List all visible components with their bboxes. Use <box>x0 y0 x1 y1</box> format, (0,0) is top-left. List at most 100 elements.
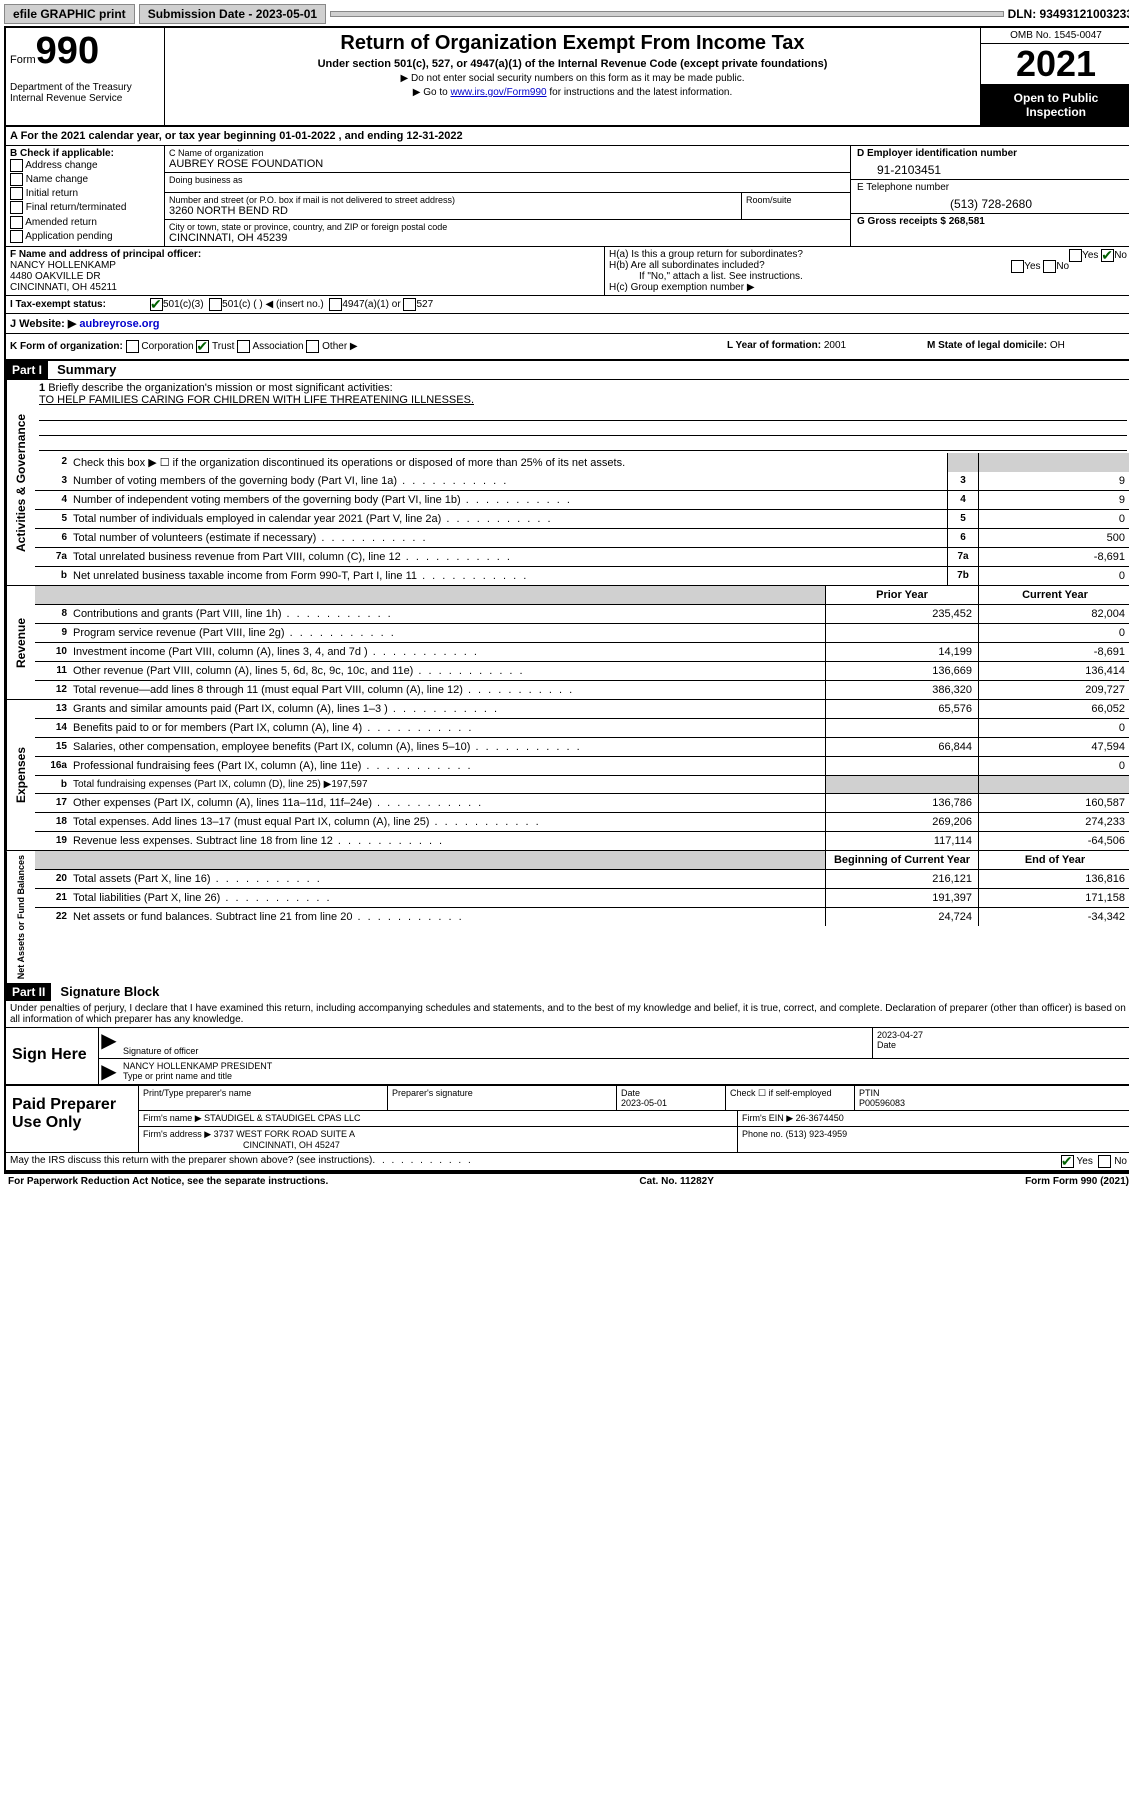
signer-name: NANCY HOLLENKAMP PRESIDENT <box>123 1061 1127 1071</box>
mission-block: 1 Briefly describe the organization's mi… <box>35 380 1129 453</box>
hc-label: H(c) Group exemption number ▶ <box>609 282 1127 293</box>
part1-header-row: Part I Summary <box>6 361 1129 380</box>
officer-city: CINCINNATI, OH 45211 <box>10 282 600 293</box>
section-f: F Name and address of principal officer:… <box>6 247 605 295</box>
gov-line-4: 4Number of independent voting members of… <box>35 491 1129 510</box>
b-opt-2[interactable]: Initial return <box>10 187 160 201</box>
signer-name-label: Type or print name and title <box>123 1071 1127 1081</box>
website-link[interactable]: aubreyrose.org <box>79 318 159 330</box>
gov-line-6: 6Total number of volunteers (estimate if… <box>35 529 1129 548</box>
irs-link[interactable]: www.irs.gov/Form990 <box>450 87 546 98</box>
arrow-icon-2: ▶ <box>99 1059 119 1084</box>
k-other[interactable] <box>306 340 319 353</box>
open-public: Open to Public Inspection <box>981 85 1129 125</box>
form-title: Return of Organization Exempt From Incom… <box>169 32 976 55</box>
mission-line3 <box>39 436 1127 451</box>
501c-check[interactable] <box>209 298 222 311</box>
k-corp[interactable] <box>126 340 139 353</box>
ein-val: 91-2103451 <box>857 159 1125 177</box>
hb-no[interactable] <box>1043 260 1056 273</box>
l-label: L Year of formation: <box>727 340 821 351</box>
section-b: B Check if applicable: Address change Na… <box>6 146 165 246</box>
section-i: I Tax-exempt status: 501(c)(3) 501(c) ( … <box>6 296 1129 314</box>
gross-label: G Gross receipts $ <box>857 216 946 227</box>
discuss-yes[interactable]: Yes <box>1061 1155 1093 1168</box>
sig-officer-label: Signature of officer <box>123 1046 868 1056</box>
b-opt-1[interactable]: Name change <box>10 173 160 187</box>
arrow-icon: ▶ <box>99 1028 119 1058</box>
501c3-check[interactable] <box>150 298 163 311</box>
exp-line-18: 18Total expenses. Add lines 13–17 (must … <box>35 813 1129 832</box>
opt-501c: 501(c) ( ) ◀ (insert no.) <box>222 299 324 310</box>
mission-line1 <box>39 406 1127 421</box>
section-l: L Year of formation: 2001 <box>727 340 927 353</box>
opt-4947: 4947(a)(1) or <box>342 299 400 310</box>
discuss-text: May the IRS discuss this return with the… <box>10 1155 372 1168</box>
discuss-no[interactable]: No <box>1098 1155 1127 1168</box>
b-title: B Check if applicable: <box>10 148 160 159</box>
gov-line-2: 2Check this box ▶ ☐ if the organization … <box>35 453 1129 472</box>
prep-date: Date 2023-05-01 <box>617 1086 726 1110</box>
net-body: Beginning of Current Year End of Year 20… <box>35 851 1129 983</box>
omb: OMB No. 1545-0047 <box>981 28 1129 44</box>
ha-no[interactable] <box>1101 249 1114 262</box>
gov-body: 1 Briefly describe the organization's mi… <box>35 380 1129 585</box>
prep-name-label: Print/Type preparer's name <box>139 1086 388 1110</box>
b-opt-4[interactable]: Amended return <box>10 216 160 230</box>
rev-line-8: 8Contributions and grants (Part VIII, li… <box>35 605 1129 624</box>
mission-text: TO HELP FAMILIES CARING FOR CHILDREN WIT… <box>39 394 474 406</box>
form-label: Form <box>10 54 36 66</box>
gov-line-7a: 7aTotal unrelated business revenue from … <box>35 548 1129 567</box>
part2-header-row: Part II Signature Block <box>6 983 1129 1001</box>
sign-body: ▶ Signature of officer 2023-04-27 Date ▶… <box>99 1028 1129 1084</box>
b-opt-3[interactable]: Final return/terminated <box>10 201 160 215</box>
net-assets-section: Net Assets or Fund Balances Beginning of… <box>6 851 1129 983</box>
sig-date-val: 2023-04-27 <box>877 1030 1127 1040</box>
j-label: J Website: ▶ <box>10 318 76 330</box>
l-val: 2001 <box>824 340 846 351</box>
i-label: I Tax-exempt status: <box>10 299 150 310</box>
header-right: OMB No. 1545-0047 2021 Open to Public In… <box>980 28 1129 125</box>
section-c: C Name of organization AUBREY ROSE FOUND… <box>165 146 850 246</box>
sig-line-1: ▶ Signature of officer 2023-04-27 Date <box>99 1028 1129 1059</box>
gov-line-3: 3Number of voting members of the governi… <box>35 472 1129 491</box>
rev-header: Prior Year Current Year <box>35 586 1129 605</box>
ha-yes[interactable] <box>1069 249 1082 262</box>
4947-check[interactable] <box>329 298 342 311</box>
mission-line2 <box>39 421 1127 436</box>
k-trust[interactable] <box>196 340 209 353</box>
f-label: F Name and address of principal officer: <box>10 249 600 260</box>
sig-date-label: Date <box>877 1040 1127 1050</box>
firm-ein: Firm's EIN ▶ 26-3674450 <box>738 1111 1129 1126</box>
prep-sig-label: Preparer's signature <box>388 1086 617 1110</box>
527-check[interactable] <box>403 298 416 311</box>
submission-btn[interactable]: Submission Date - 2023-05-01 <box>139 4 326 24</box>
opt-501c3: 501(c)(3) <box>163 299 204 310</box>
discuss-row: May the IRS discuss this return with the… <box>6 1153 1129 1172</box>
begin-year-header: Beginning of Current Year <box>825 851 978 869</box>
mission-num: 1 <box>39 382 45 394</box>
b-opt-5[interactable]: Application pending <box>10 230 160 244</box>
hb-label: H(b) Are all subordinates included? <box>609 260 765 271</box>
hb-yes[interactable] <box>1011 260 1024 273</box>
dln: DLN: 93493121003233 <box>1008 7 1129 21</box>
instr-1: ▶ Do not enter social security numbers o… <box>169 73 976 84</box>
form-number: 990 <box>36 30 99 72</box>
exp-line-14: 14Benefits paid to or for members (Part … <box>35 719 1129 738</box>
k-assoc[interactable] <box>237 340 250 353</box>
b-opt-0[interactable]: Address change <box>10 159 160 173</box>
instr-2: ▶ Go to www.irs.gov/Form990 for instruct… <box>169 87 976 98</box>
tax-year-range: A For the 2021 calendar year, or tax yea… <box>6 127 1129 146</box>
c-name-label: C Name of organization <box>169 148 846 158</box>
efile-btn[interactable]: efile GRAPHIC print <box>4 4 135 24</box>
k-label: K Form of organization: <box>10 341 123 352</box>
part2-title: Signature Block <box>54 984 159 999</box>
rev-body: Prior Year Current Year 8Contributions a… <box>35 586 1129 699</box>
prep-line-1: Print/Type preparer's name Preparer's si… <box>139 1086 1129 1111</box>
preparer-section: Paid Preparer Use Only Print/Type prepar… <box>6 1086 1129 1153</box>
sig-officer: Signature of officer <box>119 1028 872 1058</box>
prep-line-2: Firm's name ▶ STAUDIGEL & STAUDIGEL CPAS… <box>139 1111 1129 1127</box>
preparer-label: Paid Preparer Use Only <box>6 1086 139 1152</box>
addr-label: Number and street (or P.O. box if mail i… <box>169 195 737 205</box>
dba-label: Doing business as <box>169 175 846 185</box>
